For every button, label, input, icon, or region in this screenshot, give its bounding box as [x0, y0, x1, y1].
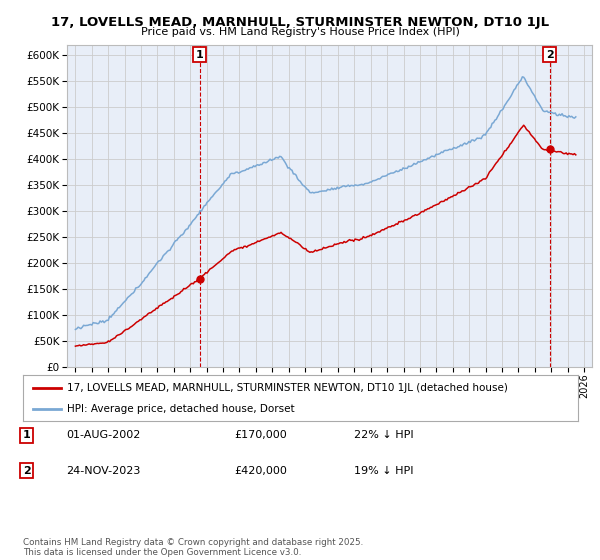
Text: 17, LOVELLS MEAD, MARNHULL, STURMINSTER NEWTON, DT10 1JL: 17, LOVELLS MEAD, MARNHULL, STURMINSTER …: [51, 16, 549, 29]
Text: £170,000: £170,000: [234, 430, 287, 440]
Text: 2: 2: [545, 50, 553, 59]
Text: 17, LOVELLS MEAD, MARNHULL, STURMINSTER NEWTON, DT10 1JL (detached house): 17, LOVELLS MEAD, MARNHULL, STURMINSTER …: [67, 382, 508, 393]
Text: 22% ↓ HPI: 22% ↓ HPI: [354, 430, 413, 440]
Text: 01-AUG-2002: 01-AUG-2002: [66, 430, 140, 440]
Text: 1: 1: [196, 50, 203, 59]
Text: £420,000: £420,000: [234, 466, 287, 476]
Text: 19% ↓ HPI: 19% ↓ HPI: [354, 466, 413, 476]
Text: 1: 1: [23, 430, 31, 440]
Text: 2: 2: [23, 466, 31, 476]
Text: Contains HM Land Registry data © Crown copyright and database right 2025.
This d: Contains HM Land Registry data © Crown c…: [23, 538, 363, 557]
Text: Price paid vs. HM Land Registry's House Price Index (HPI): Price paid vs. HM Land Registry's House …: [140, 27, 460, 38]
Text: HPI: Average price, detached house, Dorset: HPI: Average price, detached house, Dors…: [67, 404, 295, 414]
Text: 24-NOV-2023: 24-NOV-2023: [66, 466, 140, 476]
